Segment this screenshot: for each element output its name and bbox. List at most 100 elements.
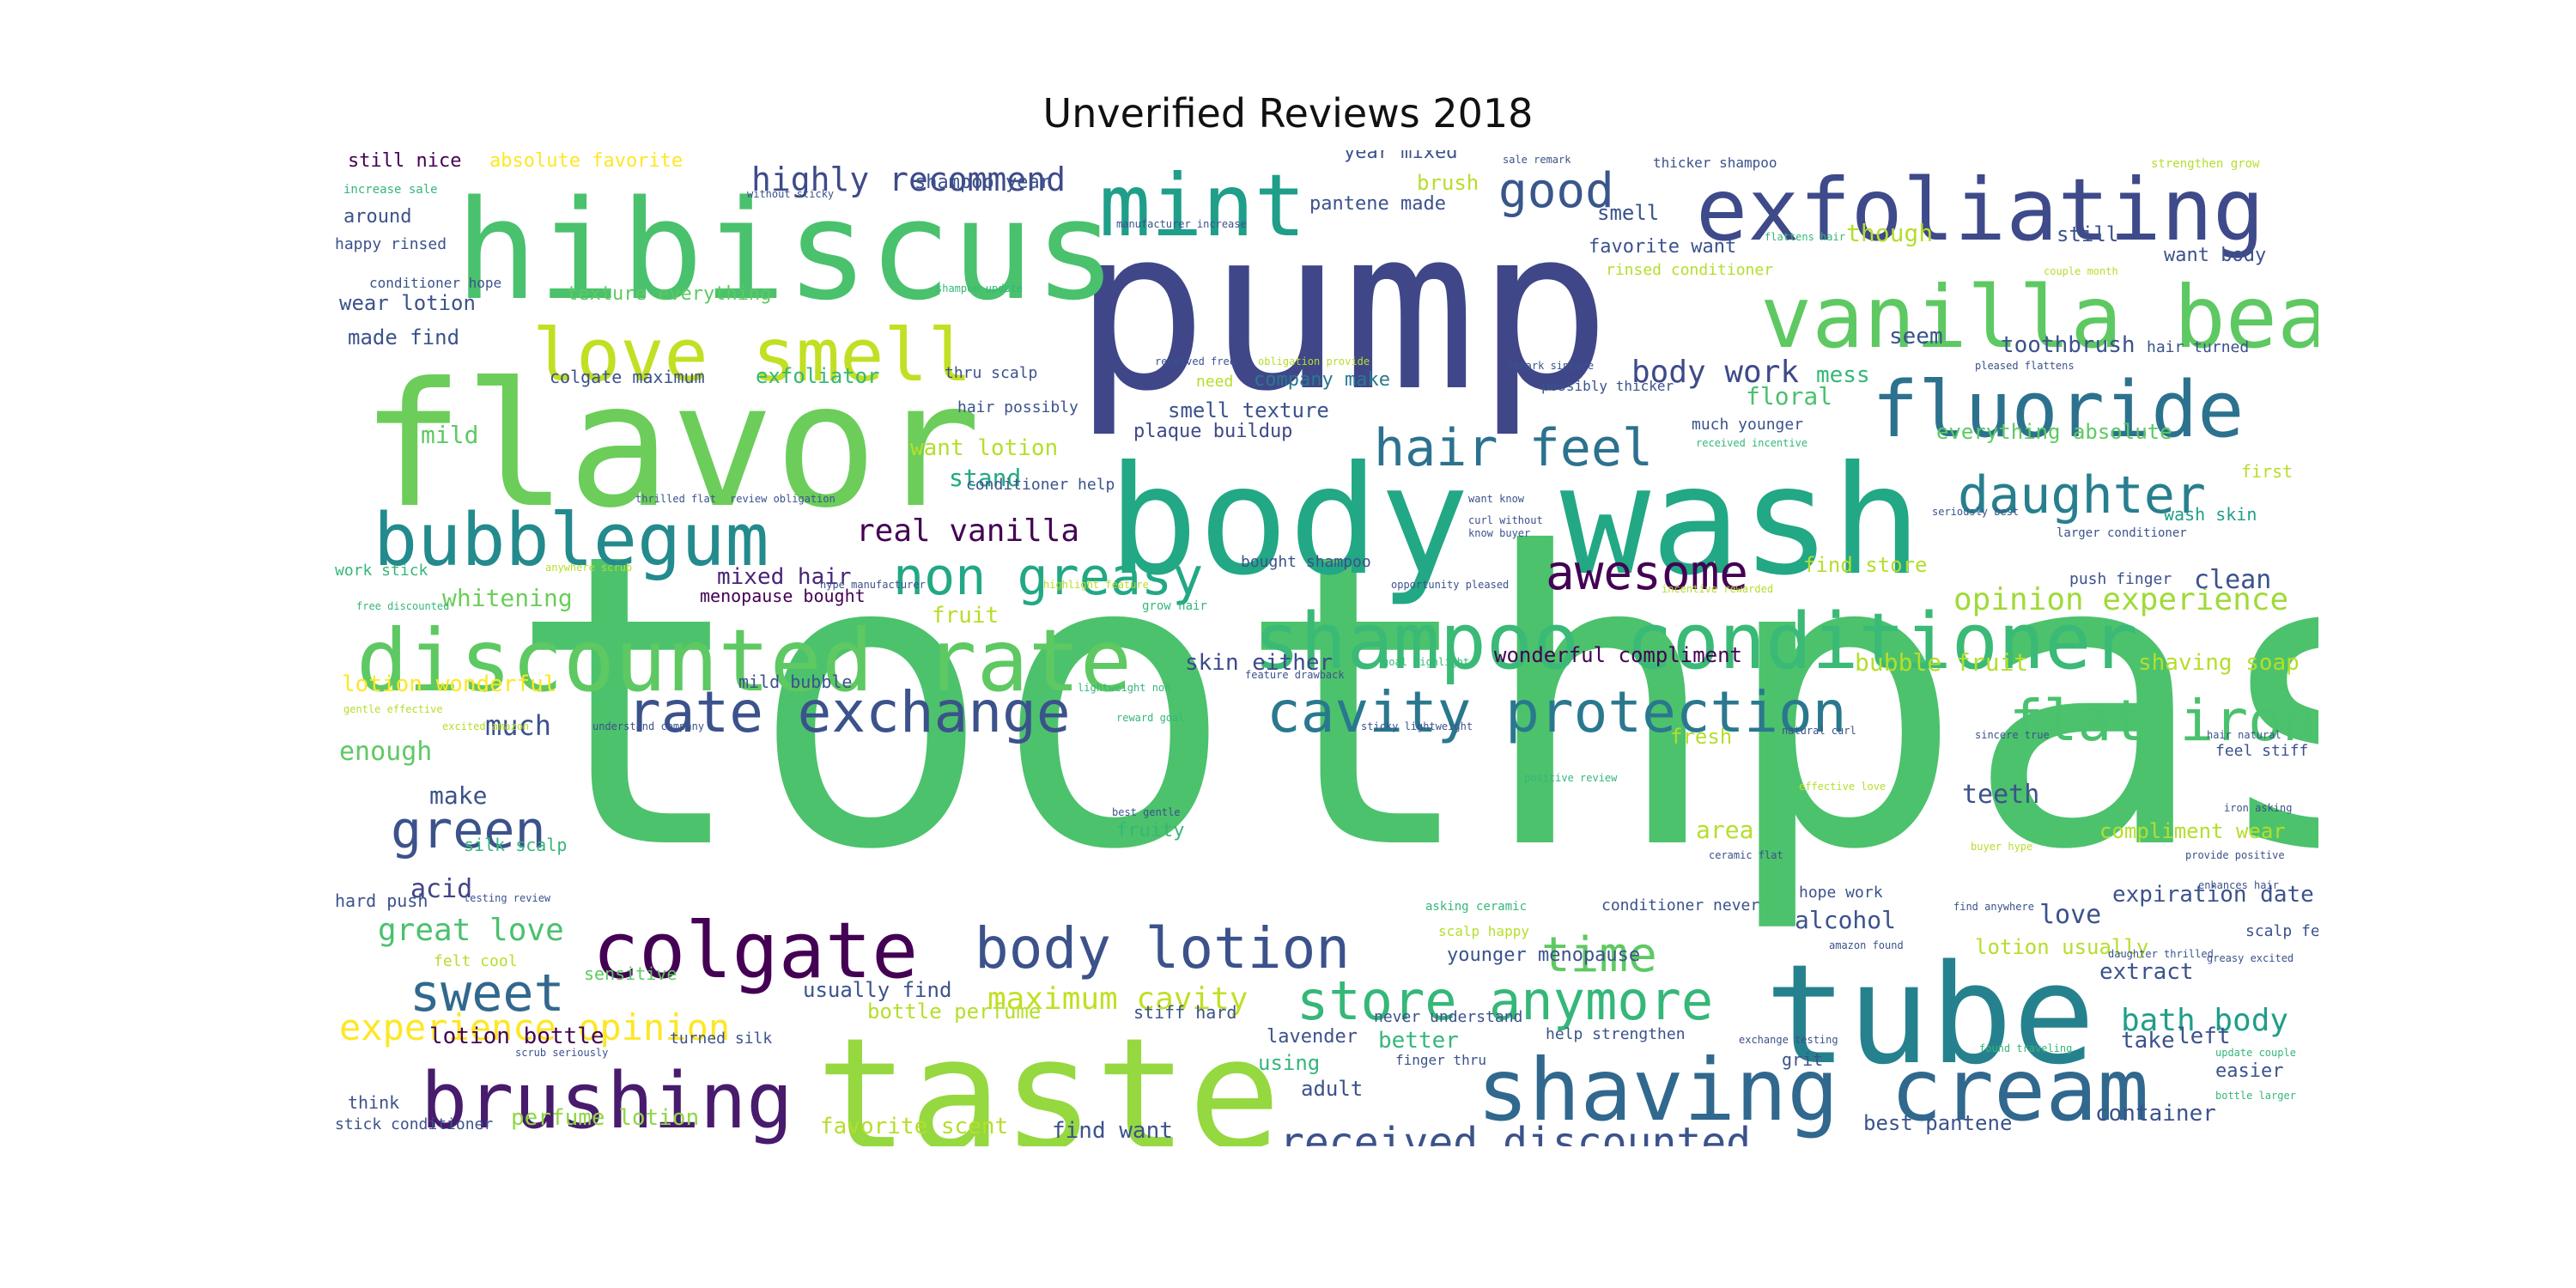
cloud-word: around xyxy=(343,206,412,228)
cloud-word: lotion bottle xyxy=(429,1024,605,1049)
cloud-word: want body xyxy=(2164,245,2267,266)
cloud-word: without sticky xyxy=(747,188,835,200)
cloud-word: mild bubble xyxy=(738,671,853,692)
cloud-word: hard push xyxy=(335,890,428,911)
cloud-word: body lotion xyxy=(975,915,1351,981)
cloud-word: bought shampoo xyxy=(1241,553,1371,571)
cloud-word: menopause bought xyxy=(700,586,866,606)
cloud-word: brushing xyxy=(421,1056,793,1146)
cloud-word: toothpaste xyxy=(507,468,2318,938)
cloud-word: help strengthen xyxy=(1546,1025,1686,1043)
cloud-word: highlight feature xyxy=(1043,579,1149,591)
cloud-word: still xyxy=(2057,222,2119,246)
cloud-word: received discounted xyxy=(1279,1119,1752,1146)
cloud-word: hair natural xyxy=(2207,729,2281,741)
cloud-word: smell texture xyxy=(1168,398,1329,422)
cloud-word: never understand xyxy=(1374,1008,1523,1026)
cloud-word: much younger xyxy=(1692,416,1804,434)
cloud-word: ceramic flat xyxy=(1709,849,1783,861)
cloud-word: mess xyxy=(1816,362,1870,388)
cloud-word: hair feel xyxy=(1374,418,1654,478)
cloud-word: conditioner help xyxy=(966,476,1115,494)
cloud-word: thicker shampoo xyxy=(1653,155,1777,171)
cloud-word: stand xyxy=(949,464,1022,492)
cloud-word: non greasy xyxy=(893,547,1204,607)
cloud-word: stick conditioner xyxy=(335,1115,494,1133)
cloud-word: thru scalp xyxy=(945,364,1038,382)
cloud-word: shaving soap xyxy=(2138,650,2300,676)
cloud-word: natural curl xyxy=(1782,725,1856,737)
cloud-word: hair turned xyxy=(2147,338,2250,356)
cloud-word: need xyxy=(1196,373,1234,391)
cloud-word: flat iron xyxy=(2009,688,2317,754)
cloud-word: taste xyxy=(816,1005,1281,1147)
cloud-word: hope work xyxy=(1799,884,1883,902)
cloud-word: real vanilla xyxy=(856,513,1080,549)
cloud-word: clean xyxy=(2194,565,2272,595)
cloud-word: acid xyxy=(410,874,473,904)
cloud-word: best pantene xyxy=(1863,1111,2013,1135)
cloud-word: daughter thrilled xyxy=(2108,948,2214,960)
cloud-word: exfoliating xyxy=(1696,160,2265,260)
cloud-word: shampoo conditioner xyxy=(1254,597,2138,687)
cloud-word: update couple xyxy=(2215,1047,2296,1059)
cloud-word: couple month xyxy=(2044,265,2118,277)
cloud-word: review obligation xyxy=(730,493,835,505)
cloud-word: green xyxy=(391,800,546,860)
cloud-word: sincere true xyxy=(1975,729,2050,741)
cloud-word: manufacturer increase xyxy=(1116,218,1247,230)
cloud-word: sweet xyxy=(410,963,565,1024)
cloud-word: bottle larger xyxy=(2215,1090,2296,1102)
cloud-word: iron asking xyxy=(2224,802,2293,814)
cloud-word: lightweight non xyxy=(1078,682,1171,694)
cloud-word: possibly thicker xyxy=(1541,378,1674,394)
cloud-word: sensitive xyxy=(584,963,677,984)
cloud-word: mint xyxy=(1099,155,1306,256)
cloud-word: body wash xyxy=(1108,434,1923,609)
cloud-word: favorite want xyxy=(1589,236,1737,258)
cloud-word: larger conditioner xyxy=(2057,526,2187,540)
cloud-word: felt cool xyxy=(434,952,518,970)
cloud-word: container xyxy=(2095,1101,2216,1127)
cloud-word: colgate maximum xyxy=(550,367,705,387)
cloud-word: hibiscus xyxy=(455,170,1117,331)
cloud-word: pump xyxy=(1073,181,1612,440)
cloud-word: enhances hair xyxy=(2198,879,2279,891)
cloud-word: shampoo update xyxy=(936,283,1024,295)
cloud-word: pantene made xyxy=(1309,193,1446,215)
cloud-word: conditioner never xyxy=(1601,896,1760,914)
cloud-word: awesome xyxy=(1546,545,1749,601)
cloud-word: goal highlight xyxy=(1382,656,1470,668)
cloud-word: fruity xyxy=(1116,820,1185,841)
cloud-word: curl without xyxy=(1468,514,1543,526)
cloud-word: absolute favorite xyxy=(489,150,683,172)
cloud-word: smell xyxy=(1597,201,1660,225)
cloud-word: find want xyxy=(1052,1118,1173,1144)
cloud-word: incentive rewarded xyxy=(1662,583,1774,595)
cloud-word: rinsed conditioner xyxy=(1606,261,1774,279)
cloud-word: gentle effective xyxy=(343,703,443,715)
cloud-word: enough xyxy=(339,737,433,767)
cloud-word: received incentive xyxy=(1696,437,1808,449)
cloud-word: maximum cavity xyxy=(987,981,1249,1017)
cloud-word: found traveling xyxy=(1979,1042,2073,1054)
cloud-word: happy rinsed xyxy=(335,235,447,253)
cloud-word: mixed hair xyxy=(717,564,852,590)
cloud-word: cavity protection xyxy=(1267,679,1847,745)
cloud-word: younger menopause xyxy=(1447,945,1641,966)
cloud-word: want know xyxy=(1468,493,1525,505)
cloud-word: left xyxy=(2177,1024,2231,1049)
cloud-word: buyer hype xyxy=(1971,841,2033,853)
cloud-word: still nice xyxy=(348,150,462,172)
cloud-word: better xyxy=(1378,1028,1459,1054)
cloud-word: positive review xyxy=(1524,772,1618,784)
cloud-word: bubblegum xyxy=(374,498,769,583)
cloud-word: strengthen grow xyxy=(2151,157,2260,171)
cloud-word: time xyxy=(1541,927,1657,983)
cloud-word: floral xyxy=(1746,382,1833,410)
cloud-word: brush xyxy=(1417,171,1479,195)
cloud-word: discounted rate xyxy=(356,611,1133,711)
cloud-word: opinion experience xyxy=(1953,582,2289,617)
cloud-word: skin either xyxy=(1185,650,1334,676)
cloud-word: pleased flattens xyxy=(1975,360,2075,372)
